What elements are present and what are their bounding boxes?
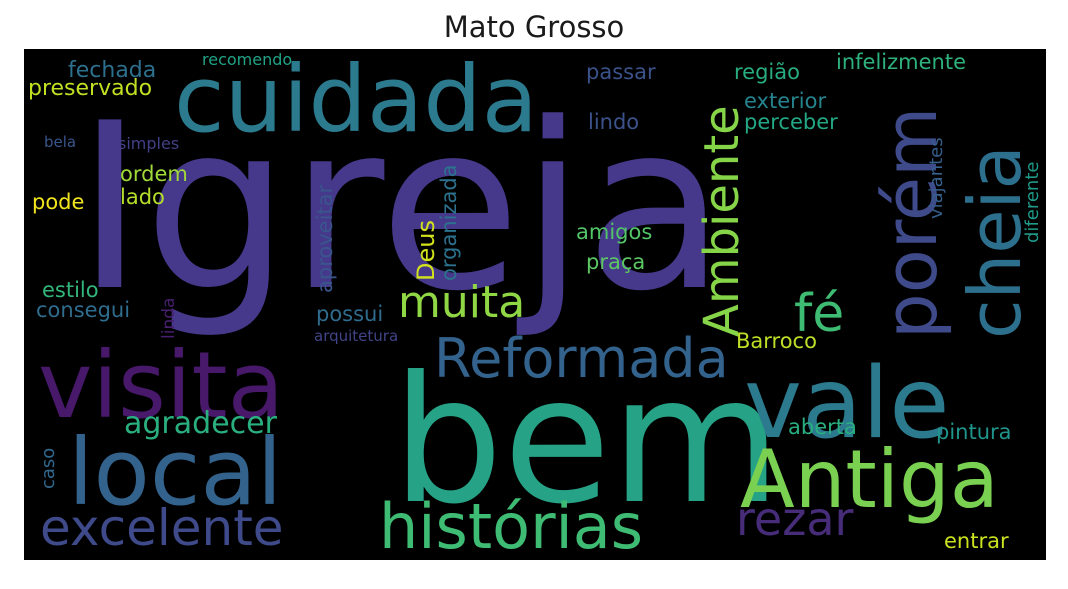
- word-rezar: rezar: [736, 492, 854, 546]
- word-antiga: Antiga: [740, 433, 999, 526]
- word-porem: porém: [869, 107, 953, 339]
- word-entrar: entrar: [944, 529, 1009, 553]
- word-excelente: excelente: [40, 499, 284, 557]
- word-possui: possui: [316, 302, 383, 326]
- word-passar: passar: [586, 60, 656, 84]
- word-lado: lado: [120, 185, 165, 209]
- word-bela: bela: [44, 133, 76, 151]
- word-reformada: Reformada: [434, 327, 729, 390]
- word-recomendo: recomendo: [202, 50, 292, 69]
- word-arquitetura: arquitetura: [314, 327, 398, 345]
- word-visita: visita: [38, 332, 284, 439]
- word-organizada: organizada: [437, 164, 461, 281]
- word-preservado: preservado: [28, 76, 152, 101]
- chart-title: Mato Grosso: [443, 10, 625, 44]
- word-cheia: cheia: [953, 145, 1037, 339]
- word-linda: linda: [159, 298, 179, 339]
- word-historias: histórias: [379, 490, 643, 560]
- word-estilo: estilo: [42, 278, 99, 302]
- word-simples: simples: [118, 134, 179, 153]
- word-aberta: aberta: [788, 415, 857, 439]
- word-pintura: pintura: [936, 420, 1012, 444]
- word-muita: muita: [398, 277, 525, 328]
- word-ambiente: Ambiente: [694, 105, 750, 337]
- word-cloud-canvas: Igreja bem cuidada visita local vale Ant…: [28, 49, 1043, 560]
- word-aproveitar: aproveitar: [313, 184, 337, 293]
- word-deus: Deus: [412, 220, 440, 281]
- word-perceber: perceber: [744, 110, 838, 134]
- word-igreja: Igreja: [76, 75, 726, 342]
- word-infelizmente: infelizmente: [836, 50, 966, 74]
- word-lindo: lindo: [588, 110, 639, 134]
- word-local: local: [68, 419, 282, 526]
- word-cuidada: cuidada: [174, 49, 538, 153]
- word-amigos: amigos: [576, 220, 652, 244]
- word-vale: vale: [744, 347, 950, 461]
- word-ordem: ordem: [120, 162, 188, 186]
- word-consegui: consegui: [36, 298, 130, 322]
- word-exterior: exterior: [744, 89, 826, 113]
- word-cloud: Igreja bem cuidada visita local vale Ant…: [24, 49, 1046, 560]
- word-agradecer: agradecer: [124, 406, 278, 441]
- word-barroco: Barroco: [736, 329, 817, 353]
- word-fechada: fechada: [68, 58, 156, 83]
- word-regiao: região: [734, 60, 800, 84]
- word-viajantes: viajantes: [926, 137, 947, 219]
- word-caso: caso: [38, 448, 59, 489]
- word-bem: bem: [392, 340, 781, 543]
- word-praca: praça: [586, 250, 645, 274]
- word-fe: fé: [794, 284, 844, 344]
- word-diferente: diferente: [1022, 162, 1043, 243]
- word-pode: pode: [32, 190, 84, 214]
